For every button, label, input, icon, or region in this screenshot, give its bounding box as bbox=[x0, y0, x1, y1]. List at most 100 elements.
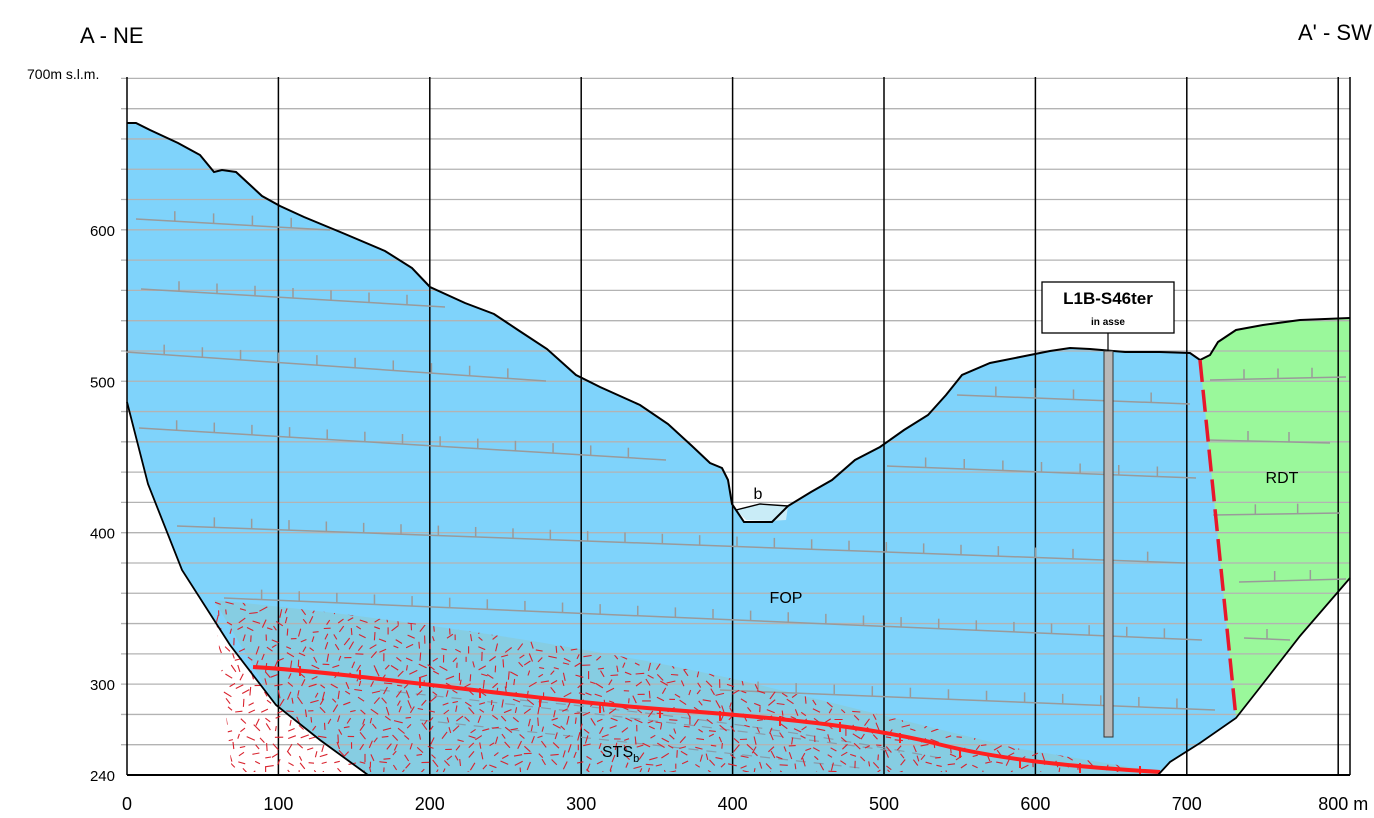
hatch-mark bbox=[345, 690, 351, 695]
hatch-mark bbox=[646, 767, 651, 772]
hatch-mark bbox=[634, 718, 643, 724]
hatch-mark bbox=[733, 737, 740, 744]
hatch-mark bbox=[284, 616, 288, 624]
hatch-mark bbox=[310, 717, 313, 723]
hatch-mark bbox=[645, 678, 651, 686]
hatch-mark bbox=[526, 699, 535, 706]
hatch-mark bbox=[312, 725, 317, 731]
hatch-mark bbox=[214, 699, 220, 705]
hatch-mark bbox=[633, 765, 642, 770]
hatch-mark bbox=[419, 652, 422, 661]
hatch-mark bbox=[272, 743, 279, 751]
hatch-mark bbox=[356, 664, 362, 672]
hatch-mark bbox=[517, 643, 524, 651]
hatch-mark bbox=[468, 707, 475, 715]
hatch-mark bbox=[595, 683, 604, 689]
borehole-name: L1B-S46ter bbox=[1063, 289, 1153, 308]
hatch-mark bbox=[894, 739, 903, 742]
hatch-mark bbox=[445, 690, 449, 697]
hatch-mark bbox=[900, 759, 906, 766]
hatch-mark bbox=[769, 732, 774, 741]
hatch-mark bbox=[614, 742, 618, 751]
hatch-mark bbox=[429, 696, 437, 703]
hatch-mark bbox=[266, 699, 272, 704]
hatch-mark bbox=[579, 723, 583, 731]
hatch-mark bbox=[296, 696, 303, 705]
hatch-mark bbox=[308, 762, 315, 764]
hatch-mark bbox=[972, 754, 978, 758]
hatch-mark bbox=[386, 743, 392, 750]
hatch-mark bbox=[260, 708, 269, 713]
hatch-mark bbox=[279, 698, 285, 707]
hatch-mark bbox=[528, 653, 534, 662]
hatch-mark bbox=[265, 717, 271, 723]
hatch-mark bbox=[570, 648, 578, 651]
hatch-mark bbox=[575, 674, 584, 678]
hatch-mark bbox=[439, 665, 448, 671]
hatch-mark bbox=[392, 750, 397, 756]
hatch-mark bbox=[720, 762, 726, 768]
hatch-mark bbox=[702, 699, 711, 702]
hatch-mark bbox=[840, 736, 847, 743]
hatch-mark bbox=[552, 742, 560, 749]
hatch-mark bbox=[225, 601, 234, 605]
hatch-mark bbox=[860, 733, 865, 740]
hatch-mark bbox=[324, 642, 329, 650]
hatch-mark bbox=[669, 734, 675, 740]
hatch-mark bbox=[513, 678, 516, 686]
hatch-mark bbox=[561, 680, 565, 687]
hatch-mark bbox=[786, 698, 794, 705]
hatch-mark bbox=[470, 728, 476, 734]
hatch-mark bbox=[812, 699, 817, 706]
hatch-mark bbox=[304, 709, 308, 718]
hatch-mark bbox=[433, 769, 439, 772]
hatch-mark bbox=[726, 683, 735, 688]
hatch-mark bbox=[371, 723, 377, 729]
hatch-mark bbox=[548, 655, 557, 659]
hatch-mark bbox=[562, 662, 570, 665]
hatch-mark bbox=[541, 726, 545, 732]
hatch-mark bbox=[286, 750, 292, 756]
hatch-mark bbox=[708, 733, 715, 737]
hatch-mark bbox=[359, 761, 366, 764]
hatch-mark bbox=[620, 655, 628, 660]
hatch-mark bbox=[812, 747, 820, 752]
x-tick-label: 400 bbox=[718, 794, 748, 814]
hatch-mark bbox=[479, 702, 486, 705]
hatch-mark bbox=[567, 701, 571, 708]
hatch-mark bbox=[464, 683, 471, 688]
hatch-mark bbox=[537, 717, 539, 726]
hatch-mark bbox=[373, 737, 378, 743]
hatch-mark bbox=[311, 636, 315, 643]
hatch-mark bbox=[781, 692, 788, 698]
hatch-mark bbox=[537, 657, 543, 663]
hatch-mark bbox=[780, 723, 788, 730]
hatch-mark bbox=[683, 669, 689, 677]
hatch-mark bbox=[370, 754, 375, 762]
hatch-mark bbox=[343, 637, 351, 646]
hatch-mark bbox=[567, 744, 572, 753]
hatch-mark bbox=[674, 693, 681, 698]
x-tick-label: 200 bbox=[415, 794, 445, 814]
hatch-mark bbox=[768, 746, 775, 753]
hatch-mark bbox=[421, 722, 428, 731]
hatch-mark bbox=[232, 741, 235, 750]
hatch-mark bbox=[1008, 752, 1015, 757]
hatch-mark bbox=[1057, 767, 1061, 772]
hatch-mark bbox=[300, 734, 309, 739]
hatch-mark bbox=[638, 752, 645, 760]
hatch-mark bbox=[947, 763, 956, 766]
hatch-mark bbox=[297, 742, 304, 749]
hatch-mark bbox=[502, 659, 505, 668]
hatch-mark bbox=[492, 726, 499, 729]
hatch-mark bbox=[655, 721, 662, 724]
hatch-mark bbox=[226, 621, 233, 626]
hatch-mark bbox=[482, 679, 485, 689]
hatch-mark bbox=[647, 674, 654, 679]
borehole-casing bbox=[1103, 350, 1114, 738]
section-start-label: A - NE bbox=[80, 23, 144, 48]
hatch-mark bbox=[805, 747, 812, 752]
hatch-mark bbox=[500, 715, 507, 722]
hatch-mark bbox=[850, 753, 857, 757]
hatch-mark bbox=[673, 728, 677, 734]
